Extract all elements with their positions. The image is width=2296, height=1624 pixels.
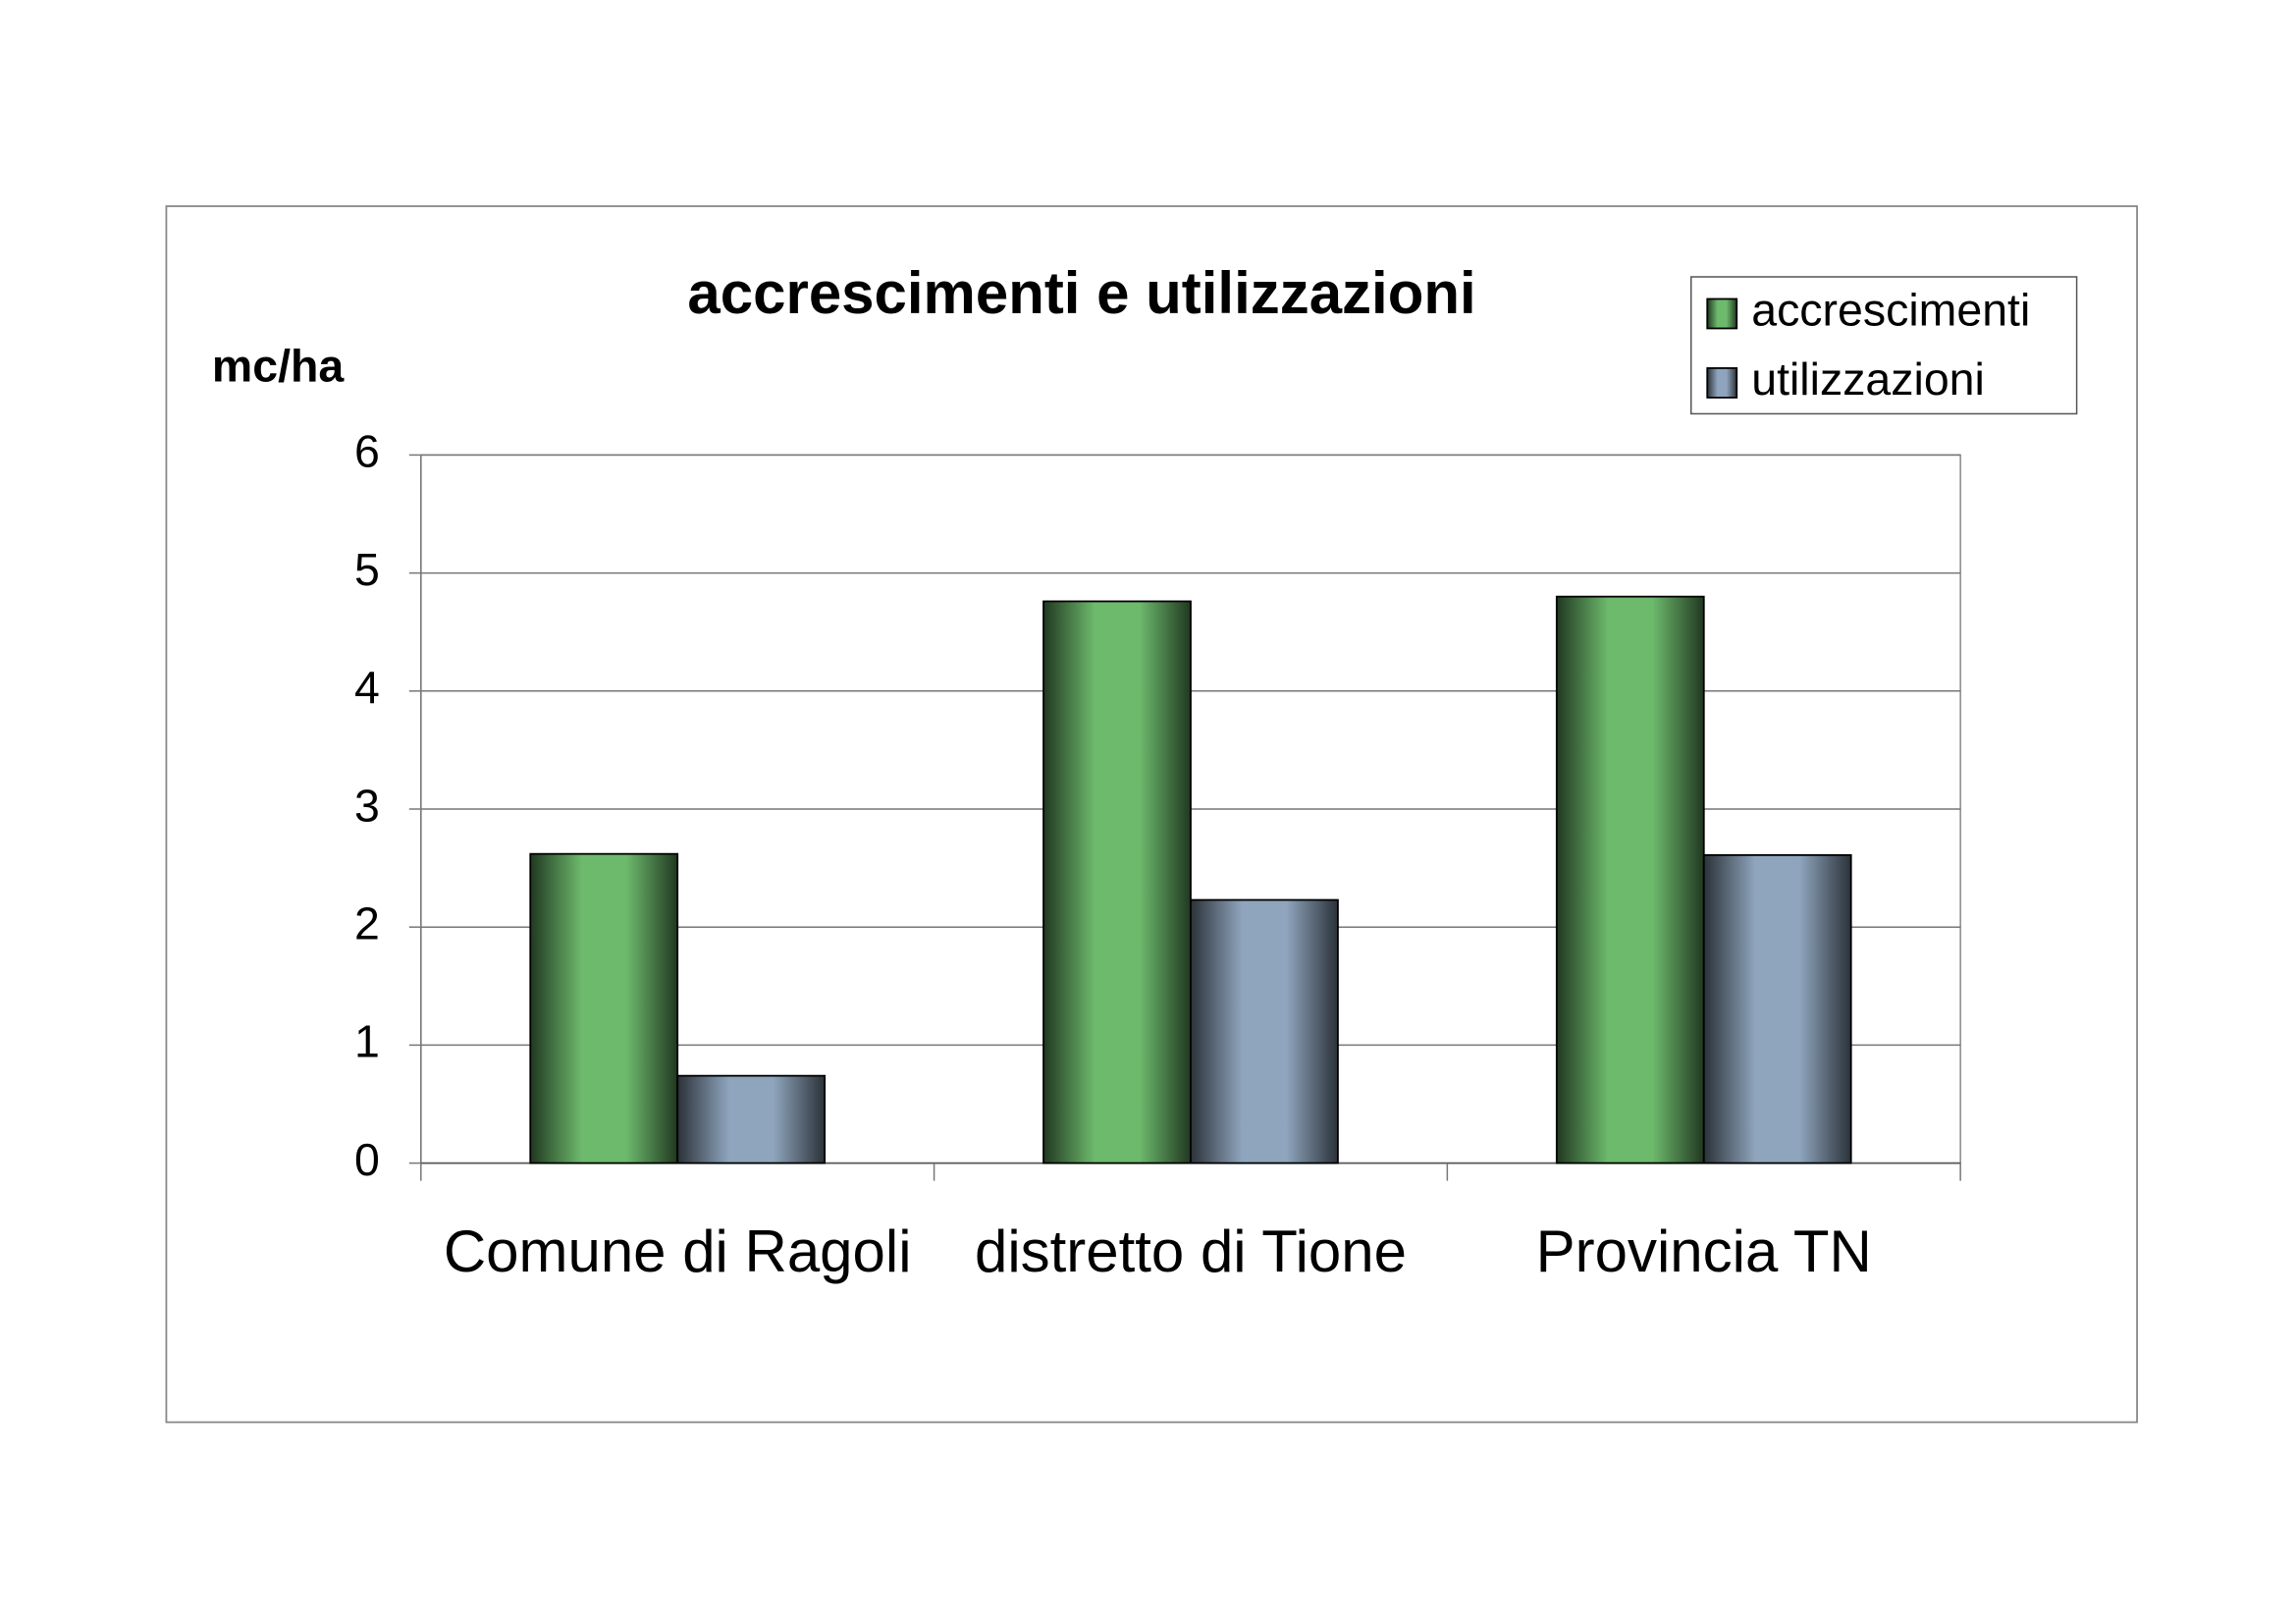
x-tick-label: Provincia TN	[1536, 1218, 1872, 1284]
y-tick-label: 2	[354, 897, 380, 948]
chart-title: accrescimenti e utilizzazioni	[687, 260, 1475, 326]
legend-box	[1690, 276, 2078, 415]
y-tick-label: 3	[354, 780, 380, 831]
legend-swatch	[1706, 298, 1738, 330]
y-tick-label: 5	[354, 544, 380, 595]
legend-swatch	[1706, 367, 1738, 399]
bar	[1555, 595, 1705, 1164]
legend-label: utilizzazioni	[1751, 353, 1985, 405]
bar	[1702, 853, 1852, 1164]
bar	[1190, 898, 1339, 1164]
y-tick-label: 0	[354, 1134, 380, 1185]
y-axis-label: mc/ha	[212, 341, 345, 392]
y-tick-label: 4	[354, 662, 380, 713]
x-tick-label: distretto di Tione	[975, 1218, 1407, 1284]
bar	[676, 1074, 827, 1164]
y-tick-label: 1	[354, 1016, 380, 1067]
bar	[529, 852, 679, 1164]
y-tick-label: 6	[354, 426, 380, 477]
x-tick-label: Comune di Ragoli	[444, 1218, 912, 1284]
legend-label: accrescimenti	[1751, 285, 2030, 336]
bar	[1042, 600, 1192, 1164]
